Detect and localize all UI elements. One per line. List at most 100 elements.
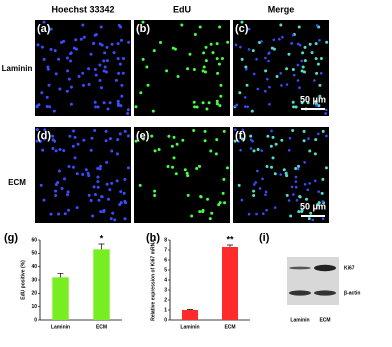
nucleus — [153, 149, 157, 153]
nucleus — [110, 42, 114, 46]
nucleus — [249, 134, 253, 138]
nucleus — [313, 152, 317, 156]
nucleus — [285, 83, 289, 86]
bar — [222, 247, 238, 320]
nucleus — [110, 149, 114, 153]
bar — [182, 310, 198, 320]
nucleus — [291, 33, 295, 37]
nucleus — [274, 142, 278, 146]
nucleus — [75, 172, 79, 176]
nucleus — [302, 129, 306, 133]
nucleus — [309, 211, 313, 215]
nucleus — [314, 99, 318, 103]
nucleus — [308, 182, 311, 185]
nucleus — [126, 166, 130, 170]
nucleus — [89, 52, 93, 56]
nucleus — [105, 160, 109, 164]
nucleus — [45, 105, 49, 109]
nucleus — [105, 59, 109, 63]
nucleus — [108, 101, 112, 105]
bar — [93, 249, 110, 320]
nucleus — [266, 77, 269, 81]
nucleus — [321, 217, 325, 221]
nucleus — [151, 109, 155, 113]
nucleus — [198, 164, 202, 168]
nucleus — [318, 83, 322, 87]
nucleus — [181, 138, 185, 142]
nucleus — [42, 198, 46, 202]
nucleus — [91, 214, 95, 218]
nucleus — [48, 105, 52, 109]
nucleus — [98, 42, 102, 46]
nucleus — [287, 52, 291, 56]
nucleus — [243, 96, 247, 99]
nucleus — [171, 46, 175, 50]
nucleus — [235, 103, 239, 107]
nucleus — [290, 41, 294, 45]
nucleus — [72, 46, 76, 50]
nucleus — [170, 144, 174, 148]
nucleus — [93, 192, 97, 196]
nucleus — [65, 193, 69, 197]
nucleus — [117, 23, 121, 27]
significance: * — [100, 233, 104, 243]
row-label: ECM — [8, 178, 26, 187]
nucleus — [167, 134, 171, 138]
nucleus — [172, 156, 176, 160]
nucleus — [270, 129, 273, 133]
y-tick-label: 10 — [31, 304, 37, 310]
nucleus — [303, 182, 307, 186]
nucleus — [52, 109, 56, 113]
x-tick-label: ECM — [224, 324, 235, 330]
nucleus — [49, 212, 53, 216]
nucleus — [120, 83, 124, 87]
column-header: Merge — [268, 4, 295, 14]
micrograph — [134, 20, 230, 116]
y-tick-label: 60 — [31, 237, 37, 243]
nucleus — [121, 56, 125, 60]
nucleus — [71, 144, 75, 148]
nucleus — [252, 189, 256, 193]
nucleus — [319, 71, 323, 75]
lane-label: ECM — [319, 317, 330, 323]
nucleus — [94, 73, 98, 77]
nucleus — [252, 194, 256, 198]
nucleus — [271, 156, 275, 160]
nucleus — [51, 134, 55, 138]
nucleus — [300, 69, 304, 73]
nucleus — [282, 168, 286, 172]
y-tick-label: 5 — [164, 267, 167, 273]
nucleus — [92, 185, 96, 189]
nucleus — [264, 69, 268, 73]
nucleus — [109, 217, 113, 221]
nucleus — [325, 134, 328, 138]
nucleus — [57, 212, 61, 216]
nucleus — [325, 40, 329, 44]
nucleus — [246, 105, 249, 109]
nucleus — [280, 84, 283, 87]
nucleus — [291, 100, 295, 104]
nucleus — [317, 190, 321, 193]
nucleus — [203, 129, 207, 133]
x-tick-label: ECM — [96, 324, 107, 330]
nucleus — [266, 134, 270, 138]
nucleus — [77, 75, 81, 79]
nucleus — [324, 166, 328, 170]
nucleus — [186, 67, 190, 71]
nucleus — [174, 172, 178, 176]
nucleus — [258, 187, 262, 190]
nucleus — [269, 144, 273, 148]
y-tick-label: 8 — [164, 237, 167, 243]
nucleus — [49, 27, 53, 31]
nucleus — [318, 94, 322, 98]
nucleus — [252, 72, 256, 76]
row-label: Laminin — [2, 64, 33, 73]
nucleus — [192, 128, 196, 132]
nucleus — [321, 200, 325, 203]
nucleus — [103, 51, 107, 55]
panel-label: (a) — [37, 23, 51, 35]
nucleus — [289, 214, 293, 218]
nucleus — [313, 179, 317, 183]
nucleus — [145, 65, 149, 69]
